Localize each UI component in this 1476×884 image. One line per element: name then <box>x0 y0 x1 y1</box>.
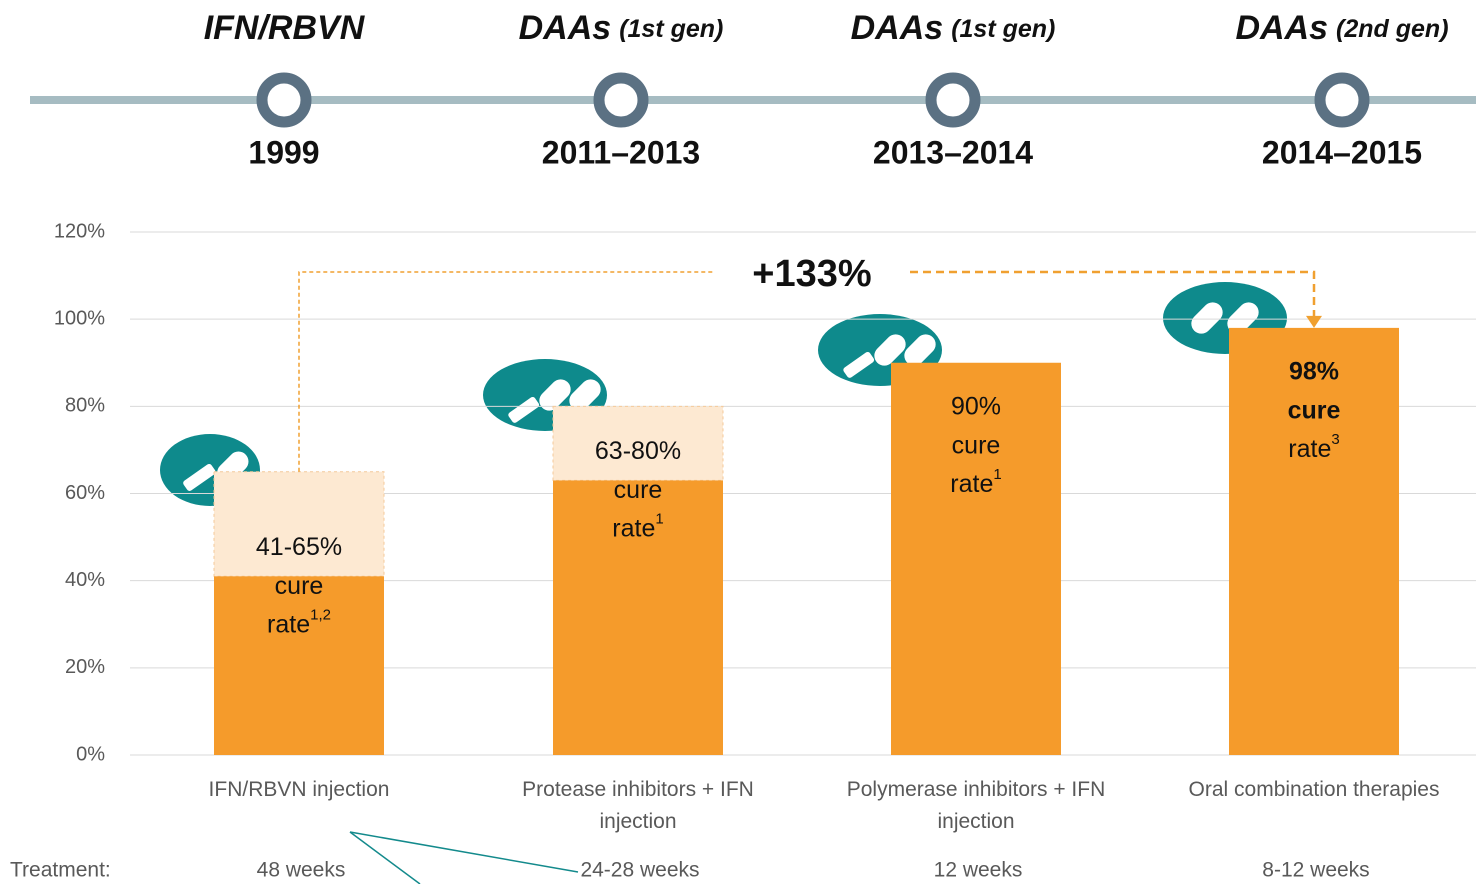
rate-word: rate <box>612 514 655 542</box>
era-qualifier: (2nd gen) <box>1336 15 1449 43</box>
label-word: cure <box>952 431 1001 459</box>
rate-word: rate <box>267 610 310 638</box>
era-name: DAAs <box>851 9 944 47</box>
value-label: 98% <box>1289 357 1339 385</box>
era-year: 2014–2015 <box>1262 134 1422 170</box>
label-word: rate3 <box>1288 431 1339 463</box>
arrow-head <box>1306 315 1322 328</box>
value-label: 63-80% <box>595 437 681 465</box>
y-tick-label: 60% <box>65 482 105 504</box>
timeline-node <box>1314 72 1370 128</box>
label-word: cure <box>275 572 324 600</box>
era-year: 2011–2013 <box>542 134 700 170</box>
treatment-duration: 8-12 weeks <box>1262 859 1369 882</box>
range-bar <box>552 405 724 481</box>
y-tick-label: 0% <box>76 743 105 765</box>
timeline-node <box>256 72 312 128</box>
era-name: DAAs <box>519 9 612 47</box>
pointer-line <box>349 831 421 884</box>
y-tick-label: 80% <box>65 395 105 417</box>
era-label: DAAs (1st gen) <box>519 9 724 47</box>
era-year: 2013–2014 <box>873 134 1033 170</box>
era-year: 1999 <box>248 134 319 170</box>
x-tick-label: IFN/RBVN injection <box>208 778 390 801</box>
era-label: DAAs (1st gen) <box>851 9 1056 47</box>
y-tick-label: 100% <box>54 307 105 329</box>
timeline-node <box>925 72 981 128</box>
era-name: DAAs <box>1235 9 1328 47</box>
y-tick-label: 20% <box>65 656 105 678</box>
annotation-arrow <box>910 270 1316 318</box>
label-word: cure <box>614 476 663 504</box>
bar <box>214 576 384 755</box>
note: 1 <box>655 510 663 527</box>
annotation-arrow <box>298 271 715 472</box>
pointer-line <box>349 831 579 873</box>
y-tick-label: 120% <box>54 220 105 242</box>
note: 3 <box>1331 431 1339 448</box>
range-bar <box>213 471 385 577</box>
rate-word: rate <box>950 469 993 497</box>
label-word: cure <box>1288 396 1341 424</box>
note: 1,2 <box>310 606 331 623</box>
label-word: rate1 <box>612 510 663 542</box>
label-word: rate1 <box>950 466 1001 498</box>
note: 1 <box>993 466 1001 483</box>
era-label: DAAs (2nd gen) <box>1235 9 1448 47</box>
bar <box>891 362 1061 755</box>
timeline-node <box>593 72 649 128</box>
annotation: +133% <box>752 253 871 295</box>
bar <box>1229 327 1399 755</box>
era-qualifier: (1st gen) <box>951 15 1055 43</box>
x-tick-label: Protease inhibitors + IFN injection <box>522 778 754 833</box>
y-tick-label: 40% <box>65 569 105 591</box>
icons <box>160 282 1287 506</box>
treatment-label: Treatment: <box>10 859 111 882</box>
x-tick-label: Oral combination therapies <box>1188 778 1440 801</box>
rate-word: rate <box>1288 434 1331 462</box>
treatment-duration: 48 weeks <box>257 859 346 882</box>
era-label: IFN/RBVN <box>204 9 366 47</box>
treatment-duration: 12 weeks <box>934 859 1023 882</box>
label-word: rate1,2 <box>267 606 331 638</box>
era-name: IFN/RBVN <box>204 9 366 47</box>
x-tick-label: Polymerase inhibitors + IFN injection <box>846 778 1106 833</box>
treatment-duration: 24-28 weeks <box>580 859 699 882</box>
bar <box>553 480 723 755</box>
era-qualifier: (1st gen) <box>619 15 723 43</box>
value-label: 90% <box>951 392 1001 420</box>
value-label: 41-65% <box>256 533 342 561</box>
